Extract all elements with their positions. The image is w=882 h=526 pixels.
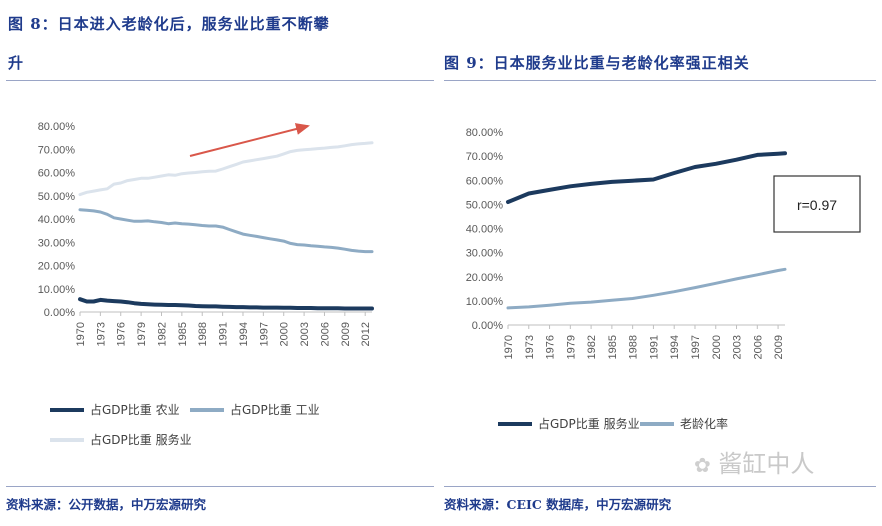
legend-label: 老龄化率 xyxy=(680,416,728,431)
series-line xyxy=(78,208,374,254)
x-tick-label: 1970 xyxy=(75,322,87,346)
x-tick-label: 1982 xyxy=(156,322,168,346)
x-tick-label: 1991 xyxy=(218,322,230,346)
watermark-text: 酱缸中人 xyxy=(718,450,815,478)
y-tick-label: 40.00% xyxy=(466,224,504,236)
x-tick-label: 1985 xyxy=(177,322,189,346)
trend-arrow-icon xyxy=(189,123,310,157)
fig9-bottom-rule xyxy=(444,486,876,487)
fig9-title-rule xyxy=(444,80,876,81)
fig8-title-line2: 升 xyxy=(8,54,25,72)
fig8-title-line1: 图 8：日本进入老龄化后，服务业比重不断攀 xyxy=(8,15,330,33)
wechat-icon: ✿ xyxy=(694,453,711,477)
y-tick-label: 80.00% xyxy=(466,127,504,139)
x-tick-label: 1988 xyxy=(628,335,640,359)
series-line xyxy=(506,151,787,204)
fig9-title: 图 9：日本服务业比重与老龄化率强正相关 xyxy=(444,54,750,72)
legend-label: 占GDP比重 服务业 xyxy=(90,432,192,447)
y-tick-label: 50.00% xyxy=(38,191,76,203)
x-tick-label: 1973 xyxy=(524,335,536,359)
x-tick-label: 1991 xyxy=(648,335,660,359)
series-line xyxy=(78,141,374,197)
y-tick-label: 20.00% xyxy=(38,261,76,273)
correlation-box xyxy=(773,175,861,233)
series-line xyxy=(506,267,787,310)
fig9-chart: 80.00% 70.00% 60.00% 50.00% 40.00% 30.00% 20.0… xyxy=(466,127,861,431)
fig8-chart: 80.00% 70.00% 60.00% 50.00% 40.00% 30.00% 20.0… xyxy=(38,121,374,447)
x-tick-label: 2009 xyxy=(773,335,785,359)
x-tick-label: 1976 xyxy=(116,322,128,346)
watermark-wechat: ✿ 酱缸中人 xyxy=(694,444,814,479)
x-tick-label: 1988 xyxy=(197,322,209,346)
y-tick-label: 70.00% xyxy=(38,144,76,156)
x-tick-label: 2000 xyxy=(711,335,723,359)
fig8-bottom-rule xyxy=(6,486,434,487)
fig8-title-rule xyxy=(6,80,434,81)
y-tick-label: 70.00% xyxy=(466,151,504,163)
x-tick-label: 1979 xyxy=(136,322,148,346)
y-tick-label: 30.00% xyxy=(38,237,76,249)
x-tick-label: 2009 xyxy=(340,322,352,346)
y-tick-label: 60.00% xyxy=(38,168,76,180)
y-tick-label: 0.00% xyxy=(472,320,503,332)
series-line xyxy=(78,297,374,311)
x-tick-label: 1976 xyxy=(545,335,557,359)
x-tick-label: 2003 xyxy=(299,322,311,346)
x-tick-label: 2003 xyxy=(732,335,744,359)
y-tick-label: 30.00% xyxy=(466,248,504,260)
fig8-source: 资料来源：公开数据，中万宏源研究 xyxy=(6,497,207,512)
x-tick-label: 1982 xyxy=(586,335,598,359)
y-tick-label: 10.00% xyxy=(466,296,504,308)
x-tick-label: 2006 xyxy=(319,322,331,346)
x-tick-label: 2006 xyxy=(752,335,764,359)
x-tick-label: 1973 xyxy=(95,322,107,346)
x-tick-label: 1994 xyxy=(669,335,681,359)
legend-label: 占GDP比重 农业 xyxy=(90,402,180,417)
legend-label: 占GDP比重 工业 xyxy=(230,402,320,417)
y-tick-label: 10.00% xyxy=(38,284,76,296)
x-tick-label: 1970 xyxy=(503,335,515,359)
y-tick-label: 0.00% xyxy=(44,307,75,319)
x-tick-label: 1994 xyxy=(238,322,250,346)
x-tick-label: 1979 xyxy=(565,335,577,359)
x-tick-label: 2012 xyxy=(360,322,372,346)
y-tick-label: 60.00% xyxy=(466,175,504,187)
legend-label: 占GDP比重 服务业 xyxy=(538,416,640,431)
x-tick-label: 1997 xyxy=(690,335,702,359)
y-tick-label: 80.00% xyxy=(38,121,76,133)
correlation-label: r=0.97 xyxy=(797,197,837,213)
y-tick-label: 20.00% xyxy=(466,272,504,284)
y-tick-label: 50.00% xyxy=(466,199,504,211)
x-tick-label: 1985 xyxy=(607,335,619,359)
y-tick-label: 40.00% xyxy=(38,214,76,226)
x-tick-label: 1997 xyxy=(258,322,270,346)
fig9-source: 资料来源：CEIC 数据库，中万宏源研究 xyxy=(444,497,672,512)
x-tick-label: 2000 xyxy=(279,322,291,346)
